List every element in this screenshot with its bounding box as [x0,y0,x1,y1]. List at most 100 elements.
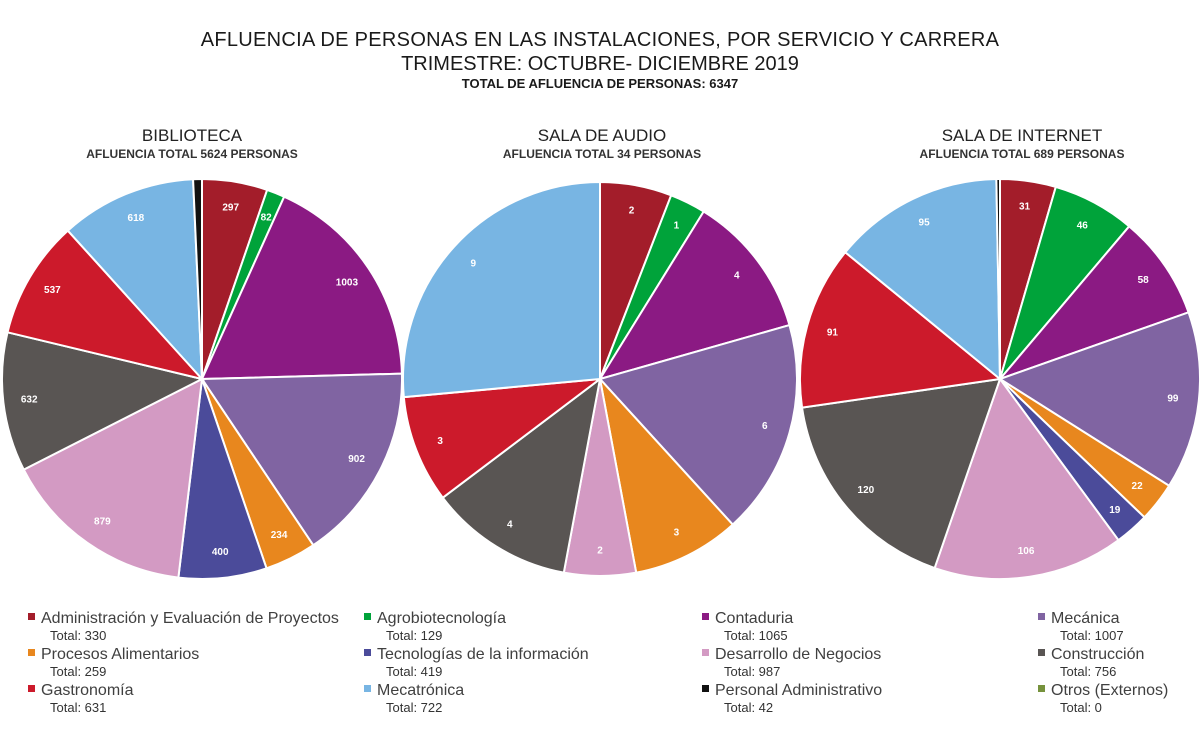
pie-slice [598,323,798,526]
pie-title: SALA DE AUDIO [538,126,667,145]
pie-slice [799,250,1003,409]
pie-subtitle: AFLUENCIA TOTAL 34 PERSONAS [503,147,701,161]
pie-slice [933,376,1120,580]
slice-label: 106 [1018,546,1035,557]
slice-label: 234 [271,530,288,541]
legend-total: Total: 129 [386,628,443,643]
main-title: AFLUENCIA DE PERSONAS EN LAS INSTALACION… [200,29,1000,51]
pie-slice [402,377,604,500]
legend-label: Tecnologías de la información [377,646,589,663]
legend-item: Personal Administrativo Total: 42 [702,682,882,715]
legend-item: Otros (Externos) Total: 0 [1038,682,1168,715]
main-subtitle: TRIMESTRE: OCTUBRE- DICIEMBRE 2019 [401,53,799,75]
legend-swatch [364,649,371,657]
legend-total: Total: 756 [1060,664,1117,679]
pie-slice [800,377,1002,570]
slice-label: 91 [827,327,839,338]
legend-total: Total: 722 [386,700,443,715]
slice-label: 22 [1132,481,1144,492]
slice-label: 537 [44,285,61,296]
pie-slice [66,178,204,382]
slice-label: 82 [261,212,273,223]
legend-item: Tecnologías de la información Total: 419 [364,646,589,679]
pie-chart: SALA DE AUDIO AFLUENCIA TOTAL 34 PERSONAS… [402,126,798,577]
legend-total: Total: 330 [50,628,107,643]
slice-label: 3 [674,527,680,538]
slice-label: 618 [128,213,145,224]
total-label: TOTAL DE AFLUENCIA DE PERSONAS: 6347 [461,76,739,91]
slice-label: 99 [1167,393,1179,404]
legend-total: Total: 419 [386,664,443,679]
slice-label: 879 [94,517,111,528]
pie-slice [441,376,602,574]
legend-total: Total: 42 [724,700,774,715]
pie-slice [598,375,735,574]
slice-label: 120 [858,485,875,496]
legend-label: Contaduria [715,610,794,627]
pie-slice [200,195,403,381]
legend-item: Procesos Alimentarios Total: 259 [28,646,199,679]
legend-total: Total: 259 [50,664,107,679]
pie-slice [997,311,1200,488]
legend-total: Total: 1007 [1060,628,1124,643]
legend-total: Total: 1065 [724,628,788,643]
slice-label: 31 [1019,202,1031,213]
legend-swatch [1038,613,1045,621]
pie-slice [192,177,203,380]
slice-label: 297 [222,202,239,213]
legend-swatch [28,685,35,693]
legend-swatch [1038,685,1045,693]
legend-item: Mecatrónica Total: 722 [364,682,464,715]
legend-swatch [28,613,35,621]
legend-label: Mecatrónica [377,682,465,699]
legend-label: Mecánica [1051,610,1120,627]
legend-label: Procesos Alimentarios [41,646,200,663]
chart-header: AFLUENCIA DE PERSONAS EN LAS INSTALACION… [0,28,1200,92]
slice-label: 46 [1077,221,1089,232]
slice-label: 1003 [336,278,359,289]
slice-label: 58 [1138,275,1150,286]
legend-item: Gastronomía Total: 631 [28,682,133,715]
legend-item: Construcción Total: 756 [1038,646,1144,679]
legend-item: Administración y Evaluación de Proyectos… [28,610,339,643]
slice-label: 9 [471,259,477,270]
slice-label: 6 [762,421,768,432]
slice-label: 19 [1109,505,1121,516]
legend-swatch [702,613,709,621]
pie-slice [200,372,403,547]
slice-label: 95 [919,217,931,228]
legend-swatch [702,685,709,693]
pie-slice [6,229,205,381]
slice-label: 2 [597,545,603,556]
legend-label: Administración y Evaluación de Proyectos [41,610,339,627]
pie-subtitle: AFLUENCIA TOTAL 689 PERSONAS [920,147,1125,161]
pie-slice [843,178,1002,382]
legend-total: Total: 987 [724,664,781,679]
pie-title: SALA DE INTERNET [942,126,1103,145]
slice-label: 632 [21,394,38,405]
legend: Administración y Evaluación de Proyectos… [0,606,1200,746]
pie-slice [995,177,1001,380]
legend-swatch [364,613,371,621]
legend-label: Otros (Externos) [1051,682,1169,699]
legend-swatch [364,685,371,693]
legend-label: Personal Administrativo [715,682,883,699]
pie-slice [597,210,791,381]
legend-item: Agrobiotecnología Total: 129 [364,610,506,643]
pie-charts: BIBLIOTECA AFLUENCIA TOTAL 5624 PERSONAS 2… [1,126,1200,580]
slice-label: 400 [212,547,229,558]
pie-slice [22,377,204,579]
slice-label: 1 [674,221,680,232]
pie-chart: BIBLIOTECA AFLUENCIA TOTAL 5624 PERSONAS 2… [1,126,403,580]
legend-swatch [702,649,709,657]
slice-label: 3 [437,436,443,447]
pie-chart: SALA DE INTERNET AFLUENCIA TOTAL 689 PERS… [799,126,1200,580]
legend-label: Gastronomía [41,682,134,699]
slice-label: 902 [348,454,365,465]
legend-item: Mecánica Total: 1007 [1038,610,1124,643]
legend-total: Total: 631 [50,700,107,715]
legend-label: Desarrollo de Negocios [715,646,882,663]
legend-total: Total: 0 [1060,700,1102,715]
slice-label: 4 [734,271,740,282]
pie-subtitle: AFLUENCIA TOTAL 5624 PERSONAS [86,147,298,161]
